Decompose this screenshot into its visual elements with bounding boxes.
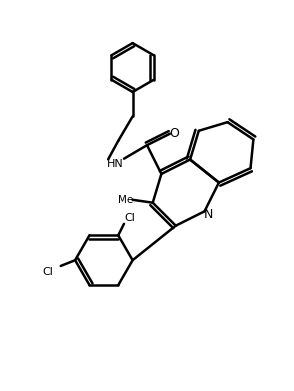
Text: Cl: Cl	[124, 213, 135, 223]
Text: N: N	[204, 208, 213, 221]
Text: Me: Me	[118, 195, 133, 205]
Text: Cl: Cl	[42, 267, 53, 277]
Text: HN: HN	[107, 160, 124, 169]
Text: O: O	[169, 127, 179, 140]
